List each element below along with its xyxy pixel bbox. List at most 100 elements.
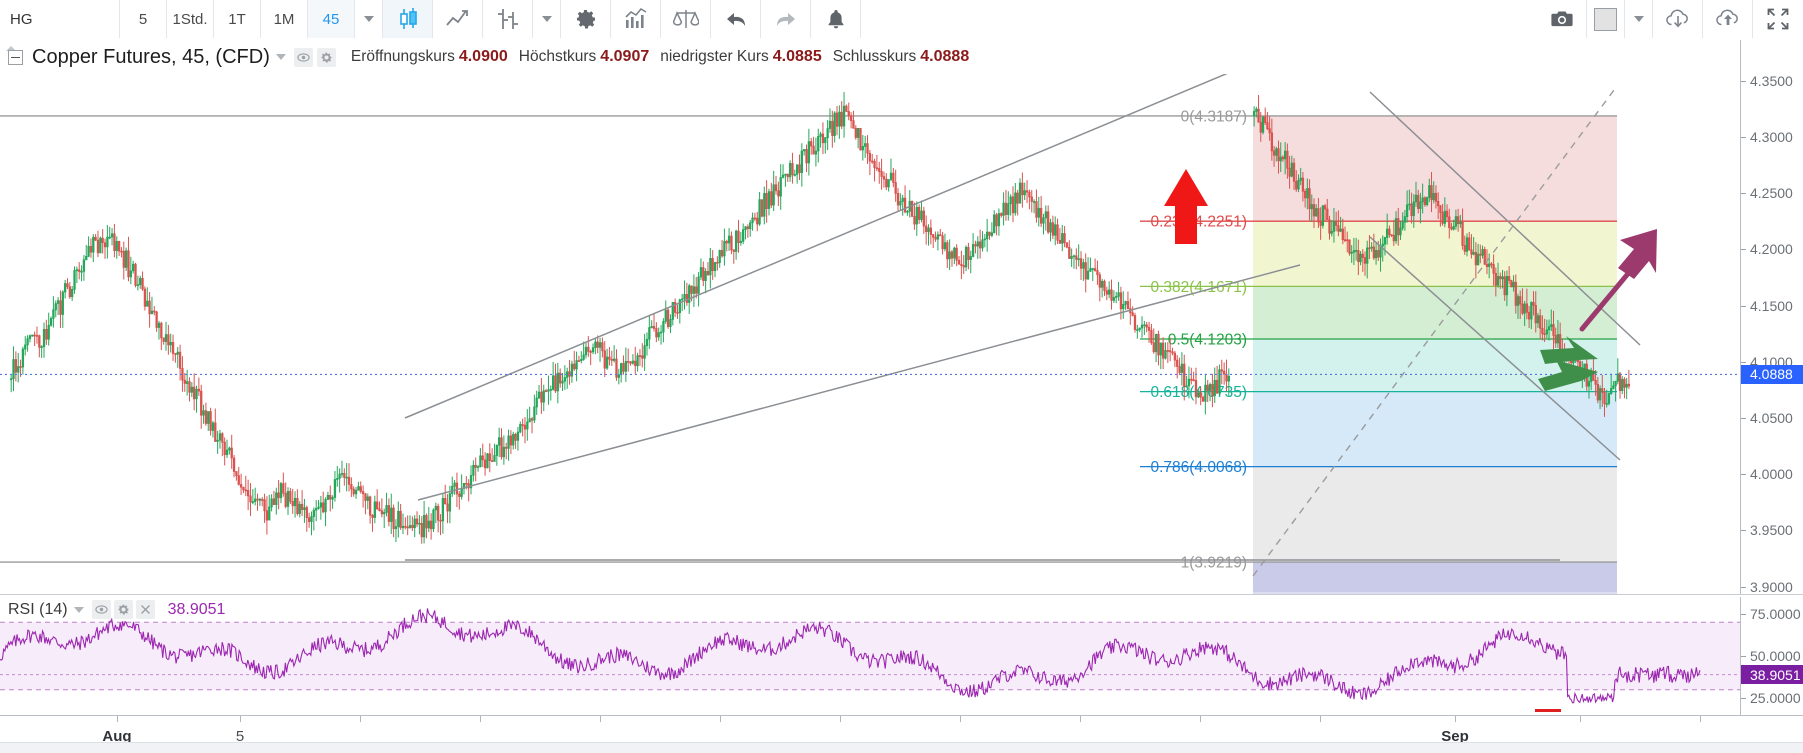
- price-axis[interactable]: 4.3500 4.3000 4.2500 4.2000 4.1500 4.1000 4.05…: [1740, 40, 1803, 595]
- candle-body: [641, 355, 644, 359]
- candle-body: [193, 386, 196, 400]
- trend-line[interactable]: [1369, 91, 1641, 346]
- candle-body: [781, 174, 785, 178]
- purple-up-arrow-annotation[interactable]: [1579, 229, 1657, 332]
- red-up-arrow-annotation[interactable]: [1164, 169, 1208, 244]
- candle-body: [910, 200, 914, 217]
- ohlc-open-label: Eröffnungskurs: [350, 48, 455, 65]
- candle-body: [261, 499, 264, 501]
- chart-style-candles-button[interactable]: [383, 0, 433, 38]
- candle-body: [483, 459, 487, 469]
- candle-body: [373, 501, 376, 518]
- candle-body: [903, 197, 907, 213]
- candle-body: [1510, 280, 1513, 288]
- chevron-down-icon[interactable]: [73, 606, 84, 613]
- resolution-dropdown-button[interactable]: [355, 0, 383, 38]
- save-layout-button[interactable]: [1703, 0, 1753, 38]
- candle-body: [1030, 196, 1033, 202]
- candle-body: [448, 493, 452, 512]
- rsi-axis[interactable]: 75.0000 50.0000 25.0000 38.9051: [1740, 597, 1803, 715]
- candle-body: [1112, 297, 1116, 301]
- price-chart-pane[interactable]: 0(4.3187) 0.236(4.2251) 0.382(4.1671) 0.5(4…: [0, 74, 1740, 594]
- page-title[interactable]: Copper Futures, 45, (CFD): [32, 45, 270, 68]
- green-up-arrow-annotation[interactable]: [1538, 336, 1598, 391]
- candle-body: [1516, 296, 1520, 306]
- candle-body: [1352, 250, 1356, 253]
- trend-line[interactable]: [417, 264, 1301, 501]
- gear-icon[interactable]: [113, 600, 133, 619]
- eye-visibility-icon[interactable]: [91, 600, 111, 619]
- candle-body: [981, 239, 984, 249]
- candle-body: [432, 509, 435, 530]
- candle-body: [509, 435, 513, 446]
- candle-body: [1335, 220, 1338, 226]
- alerts-button[interactable]: [811, 0, 861, 38]
- snapshot-button[interactable]: [1537, 0, 1587, 38]
- indicators-button[interactable]: [611, 0, 661, 38]
- candle-body: [495, 444, 498, 456]
- theme-dropdown-button[interactable]: [1625, 0, 1653, 38]
- candle-body: [333, 479, 337, 498]
- candle-body: [1110, 289, 1113, 301]
- pane-divider[interactable]: [0, 594, 1803, 595]
- candle-body: [950, 251, 954, 259]
- candle-body: [1025, 190, 1029, 193]
- resolution-1t[interactable]: 1T: [214, 0, 261, 38]
- fullscreen-button[interactable]: [1753, 0, 1803, 38]
- gear-icon[interactable]: [316, 47, 336, 67]
- candle-body: [418, 522, 421, 525]
- candle-body: [849, 115, 853, 121]
- candle-body: [204, 410, 208, 424]
- rsi-pane[interactable]: [0, 597, 1740, 715]
- candle-body: [408, 525, 412, 529]
- candle-body: [739, 240, 742, 243]
- candle-body: [425, 515, 428, 529]
- eye-visibility-icon[interactable]: [293, 47, 313, 67]
- candle-body: [63, 283, 67, 293]
- candle-body: [42, 328, 46, 347]
- resolution-1std[interactable]: 1Std.: [167, 0, 214, 38]
- candle-body: [1288, 167, 1291, 177]
- collapse-minus-icon[interactable]: [8, 49, 23, 65]
- redo-button[interactable]: [761, 0, 811, 38]
- symbol-button[interactable]: HG: [0, 0, 120, 38]
- candle-body: [873, 160, 876, 169]
- candle-body: [26, 338, 29, 346]
- resolution-5[interactable]: 5: [120, 0, 167, 38]
- chart-settings-button[interactable]: [561, 0, 611, 38]
- chart-style-bars-button[interactable]: [483, 0, 533, 38]
- chart-style-line-button[interactable]: [433, 0, 483, 38]
- candle-body: [244, 489, 247, 492]
- dashed-trend-line[interactable]: [1252, 85, 1618, 577]
- trend-line[interactable]: [1369, 236, 1621, 461]
- compare-button[interactable]: [661, 0, 711, 38]
- candle-body: [209, 411, 212, 431]
- load-layout-button[interactable]: [1653, 0, 1703, 38]
- candle-body: [366, 496, 369, 501]
- candle-body: [376, 501, 379, 510]
- candle-body: [453, 482, 456, 487]
- candle-body: [1213, 379, 1216, 397]
- trend-line[interactable]: [404, 74, 1295, 419]
- candle-body: [526, 421, 529, 430]
- ohlc-close-value: 4.0888: [920, 48, 970, 65]
- close-x-icon[interactable]: [135, 600, 155, 619]
- resolution-1m[interactable]: 1M: [261, 0, 308, 38]
- candle-body: [1065, 242, 1069, 248]
- chart-style-dropdown-button[interactable]: [533, 0, 561, 38]
- candle-body: [608, 356, 611, 360]
- resolution-45[interactable]: 45: [308, 0, 355, 38]
- candle-body: [1341, 228, 1344, 241]
- candle-body: [399, 510, 402, 529]
- undo-button[interactable]: [711, 0, 761, 38]
- candle-body: [523, 424, 527, 430]
- chevron-down-icon[interactable]: [275, 54, 286, 60]
- candle-body: [207, 411, 210, 424]
- time-tick: [1580, 716, 1581, 722]
- candle-body: [322, 502, 325, 513]
- pane-resize-notch[interactable]: [6, 46, 16, 51]
- theme-swatch-button[interactable]: [1587, 0, 1625, 38]
- candle-body: [1439, 205, 1442, 213]
- candle-body: [460, 488, 463, 497]
- cloud-download-icon: [1665, 9, 1688, 28]
